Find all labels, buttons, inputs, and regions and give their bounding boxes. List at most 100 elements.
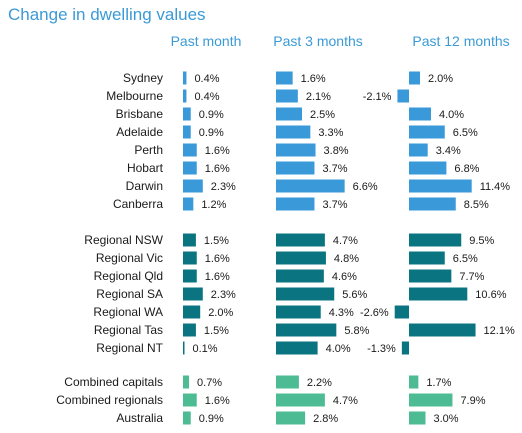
value-label-2-16: 7.9% [460,395,485,407]
value-label-1-1: 2.1% [306,91,331,103]
bars: 0.4% 1.6% 2.0% 0.4% 2.1% -2.1% 0.9% 2.5% 4.0% 0.9… [183,71,515,425]
bar-0-1 [183,89,187,103]
value-label-0-14: 0.1% [193,343,218,355]
bar-1-13 [276,323,337,337]
bar-2-5 [409,161,447,175]
row-label: Regional NT [96,341,163,355]
bar-0-9 [183,251,197,265]
value-label-0-17: 0.9% [199,413,224,425]
bar-1-10 [276,269,324,283]
bar-0-0 [183,71,187,85]
bar-2-1 [397,89,409,103]
value-label-2-10: 7.7% [459,271,484,283]
bar-0-11 [183,287,203,301]
column-header-0: Past month [171,33,242,49]
value-label-2-15: 1.7% [426,377,451,389]
bar-0-14 [183,341,185,355]
bar-2-9 [409,251,445,265]
bar-1-15 [276,375,299,389]
row-label: Regional Qld [94,269,163,283]
value-label-0-12: 2.0% [208,307,233,319]
bar-2-7 [409,197,456,211]
bar-2-6 [409,179,472,193]
value-label-2-12: -2.6% [360,307,389,319]
row-label: Australia [116,411,163,425]
value-label-1-5: 3.7% [322,163,347,175]
bar-1-2 [276,107,302,121]
value-label-1-12: 4.3% [329,307,354,319]
value-label-2-14: -1.3% [367,343,396,355]
row-labels: Sydney Melbourne Brisbane Adelaide Perth Hoba… [56,71,163,425]
value-label-2-5: 6.8% [454,163,479,175]
value-label-0-13: 1.5% [204,325,229,337]
value-label-1-13: 5.8% [344,325,369,337]
bar-1-14 [276,341,318,355]
bar-1-0 [276,71,293,85]
bar-1-6 [276,179,345,193]
row-label: Darwin [126,179,163,193]
bar-1-11 [276,287,335,301]
bar-2-11 [409,287,468,301]
value-label-1-16: 4.7% [333,395,358,407]
bar-2-10 [409,269,452,283]
column-header-1: Past 3 months [273,33,363,49]
bar-2-3 [409,125,445,139]
bar-1-16 [276,393,325,407]
value-label-2-11: 10.6% [475,289,506,301]
value-label-2-7: 8.5% [464,199,489,211]
value-label-1-8: 4.7% [333,235,358,247]
bar-0-4 [183,143,197,157]
value-label-1-3: 3.3% [318,127,343,139]
value-label-1-11: 5.6% [342,289,367,301]
value-label-2-9: 6.5% [453,253,478,265]
bar-2-4 [409,143,428,157]
row-label: Combined capitals [64,375,163,389]
value-label-0-1: 0.4% [194,91,219,103]
bar-0-12 [183,305,201,319]
row-label: Sydney [123,71,163,85]
bar-0-8 [183,233,196,247]
chart-title: Change in dwelling values [8,5,206,24]
value-label-0-0: 0.4% [194,73,219,85]
value-label-1-10: 4.6% [332,271,357,283]
value-label-0-10: 1.6% [205,271,230,283]
value-label-2-0: 2.0% [428,73,453,85]
bar-0-17 [183,411,191,425]
bar-0-6 [183,179,203,193]
bar-2-2 [409,107,431,121]
bar-0-16 [183,393,197,407]
row-label: Melbourne [106,89,163,103]
bar-0-5 [183,161,197,175]
column-header-2: Past 12 months [412,33,509,49]
value-label-0-3: 0.9% [199,127,224,139]
value-label-1-14: 4.0% [326,343,351,355]
value-label-0-7: 1.2% [201,199,226,211]
bar-1-17 [276,411,306,425]
row-label: Hobart [127,161,164,175]
bar-1-3 [276,125,311,139]
bar-0-3 [183,125,191,139]
value-label-1-17: 2.8% [313,413,338,425]
value-label-0-15: 0.7% [197,377,222,389]
bar-1-5 [276,161,315,175]
value-label-2-6: 11.4% [480,181,511,193]
row-label: Regional NSW [84,233,163,247]
bar-1-4 [276,143,316,157]
row-label: Adelaide [116,125,163,139]
bar-0-10 [183,269,197,283]
value-label-2-17: 3.0% [434,413,459,425]
bar-1-12 [276,305,321,319]
bar-0-15 [183,375,190,389]
value-label-2-2: 4.0% [439,109,464,121]
row-label: Regional WA [93,305,163,319]
row-label: Regional Vic [96,251,163,265]
bar-2-13 [409,323,476,337]
row-label: Brisbane [116,107,164,121]
row-label: Canberra [113,197,163,211]
bar-0-7 [183,197,194,211]
value-label-0-4: 1.6% [205,145,230,157]
bar-2-0 [409,71,420,85]
bar-2-17 [409,411,426,425]
bar-2-16 [409,393,453,407]
value-label-0-5: 1.6% [205,163,230,175]
